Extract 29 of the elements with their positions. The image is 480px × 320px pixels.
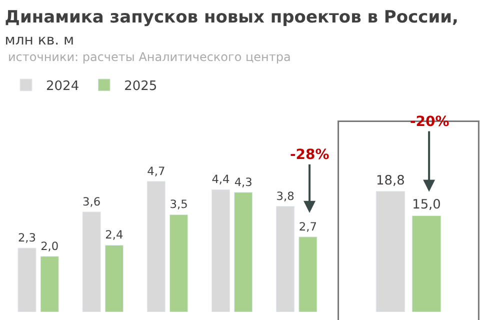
bar xyxy=(40,256,59,312)
data-label: 2,7 xyxy=(298,219,317,234)
data-label: 2,4 xyxy=(105,228,124,242)
bar xyxy=(234,192,253,312)
legend-label: 2025 xyxy=(124,79,158,94)
data-label: 15,0 xyxy=(412,198,441,213)
text: -28% xyxy=(290,147,330,163)
bar xyxy=(298,236,318,312)
data-label: 3,8 xyxy=(276,188,294,203)
bar xyxy=(276,206,295,312)
data-label: 4,3 xyxy=(234,174,252,189)
data-label: 4,7 xyxy=(147,164,166,178)
data-label: 4,4 xyxy=(212,172,230,186)
data-label: 2,3 xyxy=(18,230,36,245)
data-label: 2,0 xyxy=(40,238,59,253)
data-label: 18,8 xyxy=(376,173,405,188)
text: -20% xyxy=(410,114,450,130)
chart-title: Динамика запусков новых проектов в России, xyxy=(4,7,459,28)
bar xyxy=(211,189,230,312)
text: источники: расчеты Аналитического центра xyxy=(8,50,291,64)
data-label: 3,6 xyxy=(82,194,101,208)
legend-label: 2024 xyxy=(46,79,80,94)
bar xyxy=(18,248,36,312)
bar xyxy=(104,244,124,312)
bar xyxy=(169,214,188,312)
chart-subtitle: млн кв. м xyxy=(4,32,74,48)
bar xyxy=(146,181,166,312)
data-label: 3,5 xyxy=(170,197,188,212)
bar xyxy=(82,212,101,312)
